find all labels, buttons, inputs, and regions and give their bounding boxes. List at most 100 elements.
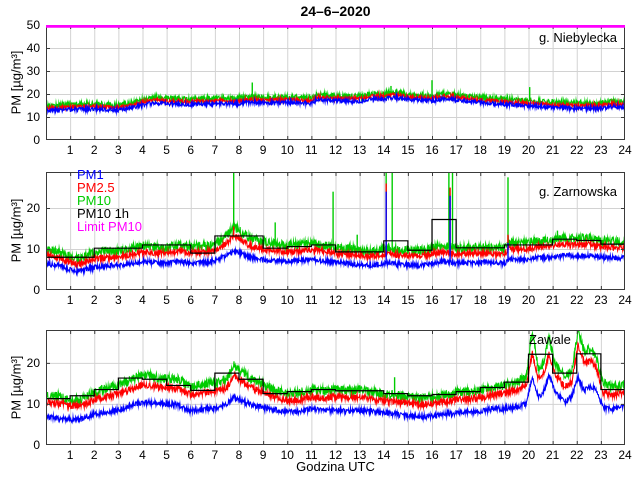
x-tick-label: 16 [425,143,439,157]
x-axis-label: Godzina UTC [296,459,375,474]
x-tick-label: 17 [449,448,463,462]
legend-item-pm2-5: PM2.5 [77,180,115,195]
y-tick-label: 0 [33,133,40,147]
y-axis-label-zarnowska: PM [µg/m³] [8,198,24,263]
x-tick-label: 6 [187,293,195,307]
legend: PM1 PM2.5 PM10 PM10 1h Limit PM10 [77,168,142,233]
x-tick-label: 10 [280,143,294,157]
y-tick-label: 20 [26,87,40,101]
legend-item-limit-pm10: Limit PM10 [77,219,143,234]
x-tick-label: 3 [115,448,122,462]
x-tick-label: 3 [115,293,122,307]
x-tick-label: 21 [545,143,560,157]
x-tick-label: 22 [570,448,584,462]
x-tick-label: 8 [235,143,243,157]
x-tick-label: 16 [425,448,439,462]
x-tick-label: 23 [594,448,608,462]
zarnowska-plot-area [46,172,625,290]
x-tick-label: 24 [618,143,632,157]
y-axis-label-zawale: PM [µg/m³] [8,355,24,419]
x-tick-label: 19 [497,293,512,307]
zawale-plot-area [46,330,625,445]
y-tick-label: 20 [26,355,40,370]
x-tick-label: 14 [377,143,391,157]
y-tick-label: 40 [26,41,40,55]
x-tick-label: 4 [139,448,146,462]
x-tick-label: 19 [497,448,512,462]
y-tick-label: 10 [26,242,40,257]
x-tick-label: 12 [328,143,343,157]
x-tick-label: 7 [211,448,219,462]
x-tick-label: 23 [594,293,608,307]
x-tick-label: 7 [211,143,219,157]
figure-title: 24–6–2020 [300,3,371,19]
x-tick-label: 15 [401,448,415,462]
x-tick-label: 23 [594,143,608,157]
x-tick-label: 15 [401,293,415,307]
x-tick-label: 13 [352,293,367,307]
x-tick-label: 20 [521,143,536,157]
x-tick-label: 2 [90,448,98,462]
x-tick-label: 13 [352,143,367,157]
x-tick-label: 17 [449,143,463,157]
y-tick-label: 0 [33,283,40,297]
x-tick-label: 2 [90,143,98,157]
x-tick-label: 11 [305,143,318,157]
y-tick-label: 20 [26,201,40,216]
x-tick-label: 18 [473,448,487,462]
station-label-zawale: Zawale [529,332,571,347]
legend-item-pm1: PM1 [77,167,104,182]
y-tick-label: 10 [26,396,40,411]
x-tick-label: 19 [497,143,512,157]
legend-item-pm10: PM10 [77,193,111,208]
x-tick-label: 4 [139,293,146,307]
y-tick-label: 50 [26,18,40,32]
x-tick-label: 24 [618,448,632,462]
x-tick-label: 20 [521,448,536,462]
x-tick-label: 24 [618,293,632,307]
x-tick-label: 18 [473,293,487,307]
x-tick-label: 17 [449,293,463,307]
x-tick-label: 6 [187,143,195,157]
x-tick-label: 12 [328,293,343,307]
x-tick-label: 12 [328,448,343,462]
station-label-zarnowska: g. Zarnowska [538,184,617,199]
x-tick-label: 14 [377,293,391,307]
x-tick-label: 20 [521,293,536,307]
x-tick-label: 22 [570,143,584,157]
x-tick-label: 1 [66,448,74,462]
x-tick-label: 9 [259,293,267,307]
y-tick-label: 10 [26,110,40,124]
x-tick-label: 7 [211,293,219,307]
x-tick-label: 8 [235,448,243,462]
y-tick-label: 0 [33,438,40,452]
x-tick-label: 5 [163,293,170,307]
x-tick-label: 22 [570,293,584,307]
x-tick-label: 9 [259,448,267,462]
x-tick-label: 5 [163,448,170,462]
x-tick-label: 11 [305,293,318,307]
x-tick-label: 14 [377,448,391,462]
x-tick-label: 16 [425,293,439,307]
x-tick-label: 21 [545,293,560,307]
x-tick-label: 8 [235,293,243,307]
x-tick-label: 5 [163,143,170,157]
x-tick-label: 11 [305,448,318,462]
x-tick-label: 9 [259,143,267,157]
x-tick-label: 2 [90,293,98,307]
x-tick-label: 21 [545,448,560,462]
x-tick-label: 10 [280,448,294,462]
x-tick-label: 4 [139,143,146,157]
x-tick-label: 3 [115,143,122,157]
x-tick-label: 18 [473,143,487,157]
x-tick-label: 13 [352,448,367,462]
x-tick-label: 10 [280,293,294,307]
y-tick-label: 30 [26,64,40,78]
x-tick-label: 1 [66,143,74,157]
x-tick-label: 6 [187,448,195,462]
legend-item-pm10-1h: PM10 1h [77,206,130,221]
niebylecka-plot-area [46,25,625,140]
x-tick-label: 15 [401,143,415,157]
x-tick-label: 1 [66,293,74,307]
